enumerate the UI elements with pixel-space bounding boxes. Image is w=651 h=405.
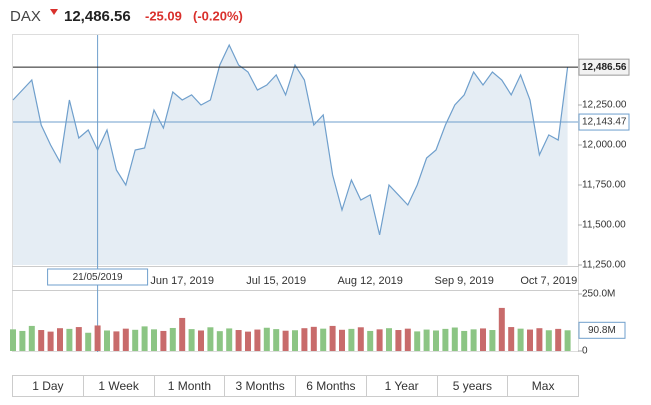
volume-bar bbox=[207, 327, 214, 351]
volume-last-box bbox=[578, 321, 626, 339]
volume-bar bbox=[235, 330, 242, 351]
volume-bar bbox=[423, 329, 430, 351]
change: -25.09 bbox=[145, 8, 182, 23]
volume-bar bbox=[508, 327, 515, 351]
y-tick-label: 12,250.00 bbox=[582, 100, 627, 111]
y-tick-label: 12,000.00 bbox=[582, 140, 627, 151]
volume-bar bbox=[489, 330, 496, 351]
volume-bar bbox=[310, 326, 317, 351]
volume-bar bbox=[94, 325, 101, 351]
down-arrow bbox=[50, 9, 58, 15]
volume-bar bbox=[339, 329, 345, 351]
volume-bar bbox=[395, 330, 402, 351]
volume-bar bbox=[273, 329, 280, 351]
range-button[interactable]: 6 Months bbox=[296, 376, 367, 396]
volume-bar bbox=[28, 325, 35, 351]
volume-bar bbox=[451, 327, 458, 351]
volume-bar bbox=[198, 330, 204, 351]
volume-bar bbox=[263, 327, 270, 351]
volume-bar bbox=[226, 328, 233, 351]
x-tick-label: Oct 7, 2019 bbox=[520, 275, 577, 287]
crosshair-price-label: 12,143.47 bbox=[582, 117, 627, 128]
price: 12,486.56 bbox=[64, 8, 131, 25]
volume-bar bbox=[254, 329, 261, 351]
volume-bar bbox=[132, 329, 139, 351]
volume-bar bbox=[461, 330, 468, 351]
volume-bar bbox=[10, 329, 16, 351]
volume-bar bbox=[216, 331, 223, 351]
volume-bar bbox=[151, 329, 157, 351]
y-tick-label: 11,750.00 bbox=[582, 180, 626, 191]
plot-frame bbox=[12, 34, 579, 352]
crosshair-price-box bbox=[578, 113, 630, 131]
y-tick-label: 11,500.00 bbox=[582, 220, 626, 231]
volume-bar bbox=[160, 330, 167, 351]
range-button[interactable]: 5 years bbox=[438, 376, 509, 396]
volume-bar bbox=[85, 332, 92, 351]
volume-bar bbox=[19, 330, 26, 351]
volume-bar bbox=[179, 317, 186, 351]
volume-bar bbox=[386, 328, 392, 351]
volume-bar bbox=[292, 330, 298, 351]
volume-bar bbox=[104, 330, 110, 351]
volume-bar bbox=[470, 329, 477, 351]
volume-bar bbox=[376, 329, 383, 351]
y-tick-label: 250.0M bbox=[582, 289, 615, 300]
volume-bar bbox=[545, 330, 552, 351]
volume-bar bbox=[66, 328, 73, 351]
volume-bar bbox=[329, 325, 336, 351]
volume-bar bbox=[536, 328, 543, 351]
range-button[interactable]: 3 Months bbox=[225, 376, 296, 396]
volume-bar bbox=[113, 331, 120, 351]
x-tick-label: Aug 12, 2019 bbox=[337, 275, 402, 287]
x-tick-label: Jun 17, 2019 bbox=[150, 275, 214, 287]
chart: DAX 12,486.56 -25.09 (-0.20%) Investing.… bbox=[10, 8, 630, 357]
change-pct: (-0.20%) bbox=[193, 8, 243, 23]
volume-bar bbox=[498, 307, 505, 351]
volume-bar bbox=[367, 330, 374, 351]
volume-bar bbox=[320, 328, 327, 351]
volume-bar bbox=[527, 329, 533, 351]
volume-bar bbox=[141, 326, 148, 351]
date-box bbox=[47, 268, 149, 286]
volume-bar bbox=[564, 330, 571, 351]
volume-bar bbox=[357, 327, 364, 351]
volume-bar bbox=[517, 328, 524, 351]
volume-bar bbox=[122, 328, 129, 351]
last-price-box bbox=[578, 58, 630, 76]
range-button[interactable]: Max bbox=[531, 379, 555, 393]
volume-bar bbox=[245, 331, 251, 351]
volume-bar bbox=[404, 328, 411, 351]
volume-bar bbox=[433, 330, 439, 351]
range-button[interactable]: 1 Week bbox=[84, 376, 155, 396]
volume-bar bbox=[414, 331, 421, 351]
range-button[interactable]: 1 Day bbox=[13, 376, 84, 396]
range-button[interactable]: 1 Month bbox=[155, 376, 226, 396]
volume-bar bbox=[188, 329, 195, 351]
last-price-label: 12,486.56 bbox=[582, 62, 627, 73]
y-tick-label: 0 bbox=[582, 346, 588, 357]
volume-bar bbox=[169, 327, 176, 351]
range-selector: 1 Day 1 Week 1 Month 3 Months 6 Months 1 Year… bbox=[12, 375, 579, 397]
volume-bar bbox=[38, 330, 45, 351]
volume-bar bbox=[348, 328, 355, 351]
price-area bbox=[13, 45, 568, 265]
x-tick-label: Jul 15, 2019 bbox=[246, 275, 306, 287]
volume-bar bbox=[301, 328, 308, 351]
volume-bar bbox=[442, 328, 449, 351]
volume-bar bbox=[282, 330, 289, 351]
volume-bar bbox=[75, 327, 82, 351]
volume-bar bbox=[57, 328, 63, 351]
symbol: DAX bbox=[10, 8, 41, 25]
volume-bar bbox=[555, 328, 562, 351]
range-button[interactable]: 1 Year bbox=[367, 376, 438, 396]
x-tick-label: Sep 9, 2019 bbox=[435, 275, 494, 287]
volume-bar bbox=[480, 328, 486, 351]
date-label: 21/05/2019 bbox=[73, 272, 123, 283]
y-tick-label: 11,250.00 bbox=[582, 260, 626, 271]
volume-last-label: 90.8M bbox=[588, 325, 616, 336]
volume-bar bbox=[47, 331, 54, 351]
price-line bbox=[12, 43, 569, 236]
